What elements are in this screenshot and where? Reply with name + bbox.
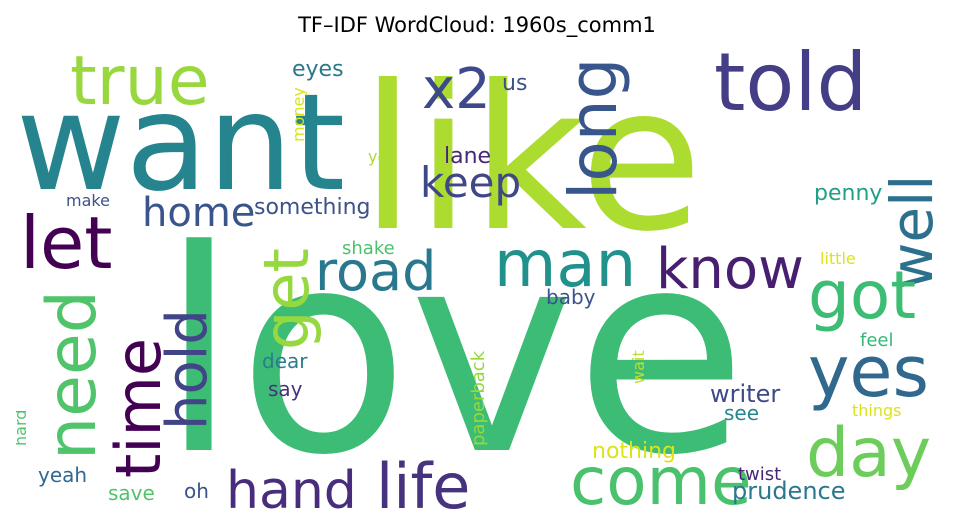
word-hard: hard bbox=[16, 410, 30, 446]
word-nothing: nothing bbox=[592, 439, 676, 464]
word-eyes: eyes bbox=[292, 57, 344, 82]
word-let: let bbox=[20, 201, 113, 285]
word-time: time bbox=[102, 338, 175, 478]
word-hold: hold bbox=[155, 309, 220, 430]
word-twist: twist bbox=[738, 464, 781, 485]
word-x2: x2 bbox=[422, 57, 491, 122]
word-true: true bbox=[70, 48, 210, 121]
word-see: see bbox=[724, 401, 759, 425]
chart-title: TF–IDF WordCloud: 1960s_comm1 bbox=[298, 13, 656, 37]
word-baby: baby bbox=[546, 285, 596, 309]
word-ye: ye bbox=[368, 147, 387, 166]
word-writer: writer bbox=[710, 380, 780, 408]
word-life: life bbox=[376, 450, 470, 509]
word-come: come bbox=[570, 443, 752, 509]
word-something: something bbox=[254, 195, 370, 220]
word-make: make bbox=[66, 191, 110, 210]
word-yes: yes bbox=[808, 331, 929, 413]
word-home: home bbox=[142, 190, 255, 236]
word-want: want bbox=[16, 65, 345, 221]
word-know: know bbox=[656, 237, 804, 302]
word-man: man bbox=[494, 228, 636, 302]
word-road: road bbox=[315, 240, 436, 303]
word-money: money bbox=[289, 87, 308, 142]
word-got: got bbox=[808, 257, 916, 334]
word-told: told bbox=[714, 48, 867, 129]
word-save: save bbox=[108, 481, 155, 505]
word-long: long bbox=[555, 58, 632, 200]
word-well: well bbox=[878, 175, 940, 290]
word-keep: keep bbox=[420, 158, 521, 207]
word-things: things bbox=[852, 401, 902, 420]
word-hand: hand bbox=[226, 461, 357, 509]
word-paperback: paperback bbox=[468, 350, 489, 446]
word-like: like bbox=[360, 48, 703, 276]
word-us: us bbox=[502, 71, 527, 96]
word-cloud: love like want told true x2 long let keep well hom… bbox=[16, 48, 940, 509]
word-wait: wait bbox=[629, 350, 648, 384]
word-prudence: prudence bbox=[732, 477, 845, 505]
word-get: get bbox=[250, 248, 323, 350]
word-shake: shake bbox=[342, 238, 395, 259]
word-day: day bbox=[806, 414, 931, 493]
word-little: little bbox=[820, 249, 856, 268]
word-oh: oh bbox=[184, 479, 209, 503]
word-feel: feel bbox=[860, 330, 894, 351]
word-penny: penny bbox=[814, 181, 882, 206]
word-yeah: yeah bbox=[38, 463, 87, 487]
word-say: say bbox=[268, 377, 303, 401]
word-need: need bbox=[33, 290, 112, 460]
word-lane: lane bbox=[444, 144, 491, 169]
word-love: love bbox=[160, 191, 747, 509]
word-dear: dear bbox=[262, 349, 308, 373]
